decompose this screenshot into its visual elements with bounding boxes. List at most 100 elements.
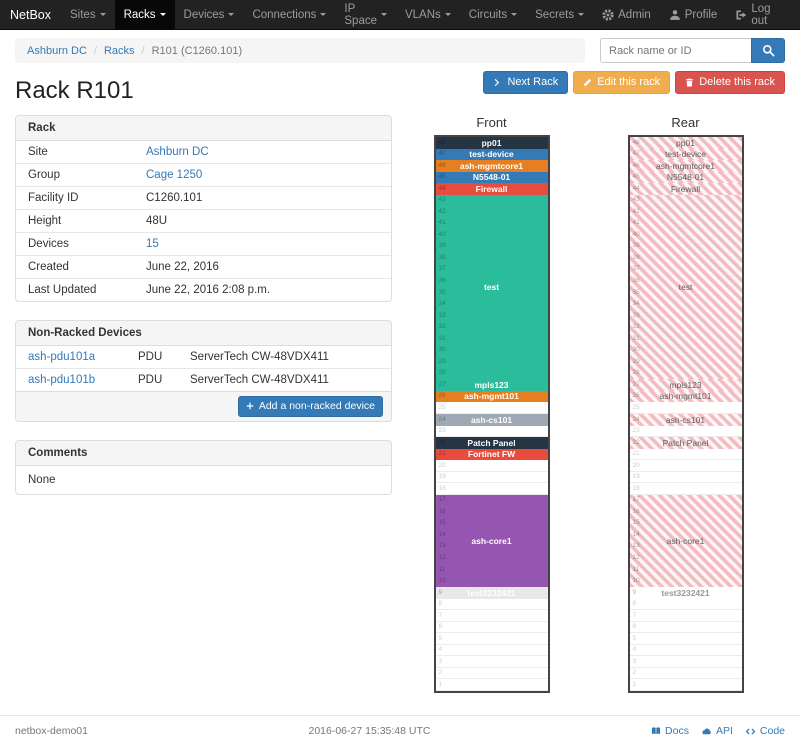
rack-unit-row [629,426,742,438]
device-link[interactable]: ash-pdu101a [28,351,96,363]
code-link[interactable]: Code [745,725,785,737]
rack-elevation-front: 48 47 46 45 44 43 42 41 40 39 38 37 36 35 34 33 32 31 30 29… [433,135,550,693]
nav-item-connections[interactable]: Connections [243,0,335,29]
rack-unit-number: 12 [632,554,640,562]
devices-count-link[interactable]: 15 [146,238,159,250]
rack-unit-number: 35 [438,288,446,296]
rack-device-Firewall[interactable]: Firewall [629,183,742,195]
nav-item-devices[interactable]: Devices [175,0,244,29]
search-button[interactable] [751,38,785,63]
last-updated-value: June 22, 2016 2:08 p.m. [134,278,391,301]
rack-unit-number: 24 [632,415,640,423]
device-type: PDU [138,351,163,363]
button-label: Add a non-racked device [258,400,375,412]
nav-item-secrets[interactable]: Secrets [526,0,593,29]
nav-item-racks[interactable]: Racks [114,0,175,29]
rack-rear-title: Rear [671,115,700,130]
nav-item-circuits[interactable]: Circuits [460,0,526,29]
rack-unit-row [435,426,548,438]
rack-unit-number: 45 [632,173,640,181]
add-nonracked-device-button[interactable]: Add a non-racked device [237,396,383,417]
api-link[interactable]: API [701,725,733,737]
rack-device-pp01[interactable]: pp01 [629,137,742,149]
rack-unit-number: 48 [632,138,640,146]
nav-item-logout[interactable]: Log out [726,0,790,29]
comments-panel: Comments None [15,439,392,495]
rack-device-test3232421[interactable]: test3232421 [629,587,742,599]
rack-device-ash-core1[interactable]: ash-core1 [629,494,742,588]
nav-item-sites[interactable]: Sites [61,0,115,29]
breadcrumb-site-link[interactable]: Ashburn DC [27,44,87,57]
rack-unit-row [629,656,742,668]
rack-device-N5548-01[interactable]: N5548-01 [629,171,742,184]
next-rack-button[interactable]: Next Rack [483,71,569,95]
group-link[interactable]: Cage 1250 [146,169,203,181]
button-label: Next Rack [507,76,559,88]
rack-device-pp01[interactable]: pp01 [435,137,548,149]
rack-unit-number: 31 [632,334,640,342]
rack-device-ash-cs101[interactable]: ash-cs101 [435,414,548,426]
rack-device-ash-core1[interactable]: ash-core1 [435,494,548,588]
rack-unit-number: 5 [632,634,637,642]
rack-device-Fortinet FW[interactable]: Fortinet FW [435,448,548,461]
docs-link[interactable]: Docs [651,725,689,737]
rack-unit-row [629,402,742,414]
rack-device-test-device[interactable]: test-device [629,148,742,161]
rack-unit-number: 7 [438,611,443,619]
rack-unit-number: 6 [632,623,637,631]
rack-unit-row [435,622,548,634]
rack-unit-number: 20 [438,461,446,469]
rack-device-ash-mgmtcore1[interactable]: ash-mgmtcore1 [435,160,548,172]
chevron-right-icon [493,78,502,87]
rack-unit-number: 25 [632,403,640,411]
rack-device-Patch Panel[interactable]: Patch Panel [435,437,548,449]
rack-device-test-device[interactable]: test-device [435,148,548,161]
nonracked-panel-title: Non-Racked Devices [16,321,391,346]
edit-rack-button[interactable]: Edit this rack [573,71,671,95]
rack-device-Patch Panel[interactable]: Patch Panel [629,437,742,449]
nav-item-admin[interactable]: Admin [593,0,660,29]
rack-device-mpls123[interactable]: mpls123 [435,379,548,391]
rack-device-ash-mgmtcore1[interactable]: ash-mgmtcore1 [629,160,742,172]
rack-unit-number: 47 [438,150,446,158]
rack-unit-number: 28 [632,369,640,377]
rack-device-test[interactable]: test [629,194,742,380]
site-link[interactable]: Ashburn DC [146,146,209,158]
rack-device-ash-mgmt101[interactable]: ash-mgmt101 [629,390,742,403]
rack-device-N5548-01[interactable]: N5548-01 [435,171,548,184]
search-icon [762,44,775,57]
rack-device-mpls123[interactable]: mpls123 [629,379,742,391]
rack-unit-number: 34 [632,300,640,308]
nav-label: Secrets [535,8,575,21]
rack-unit-number: 33 [438,311,446,319]
breadcrumb-racks-link[interactable]: Racks [103,44,135,57]
rack-device-Firewall[interactable]: Firewall [435,183,548,195]
search-input[interactable] [600,38,751,63]
rack-device-ash-cs101[interactable]: ash-cs101 [629,414,742,426]
rack-unit-number: 23 [632,427,640,435]
rack-device-test3232421[interactable]: test3232421 [435,587,548,599]
delete-rack-button[interactable]: Delete this rack [675,71,785,95]
nav-item-ip-space[interactable]: IP Space [335,0,396,29]
rack-unit-number: 20 [632,461,640,469]
rack-unit-number: 26 [632,392,640,400]
rack-unit-number: 17 [632,496,640,504]
rack-unit-number: 22 [632,438,640,446]
breadcrumb-separator: / [93,44,97,57]
rack-unit-row [435,668,548,680]
attr-label: Created [16,255,134,279]
nav-label: Log out [751,2,771,27]
rack-device-test[interactable]: test [435,194,548,380]
rack-unit-number: 19 [438,473,446,481]
nav-item-profile[interactable]: Profile [660,0,727,29]
rack-device-ash-mgmt101[interactable]: ash-mgmt101 [435,390,548,403]
rack-unit-number: 29 [632,357,640,365]
footer-timestamp: 2016-06-27 15:35:48 UTC [308,725,431,737]
nav-item-vlans[interactable]: VLANs [396,0,460,29]
device-link[interactable]: ash-pdu101b [28,374,96,386]
attr-label: Facility ID [16,186,134,210]
brand[interactable]: NetBox [10,7,51,22]
table-row: ash-pdu101b PDU ServerTech CW-48VDX411 [16,368,391,391]
chevron-down-icon [320,13,327,16]
rack-unit-number: 42 [632,207,640,215]
